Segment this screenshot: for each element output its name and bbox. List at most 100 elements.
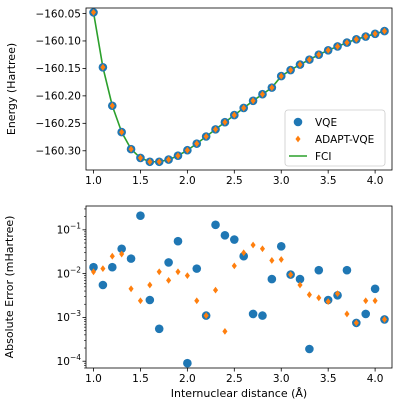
energy-adapt-point [363,33,369,40]
legend-label: FCI [315,151,331,163]
energy-frame [85,7,393,171]
error-x-tick-label: 1.0 [85,373,102,385]
error-adapt-point [100,265,106,273]
energy-adapt-point [316,51,322,59]
error-y-tick-label: 10−4 [57,353,82,368]
energy-adapt-point [259,90,266,98]
energy-y-axis-label: Energy (Hartree) [5,43,18,135]
legend-box [284,109,386,167]
energy-adapt-point [119,128,125,136]
error-vqe-point [258,311,267,320]
error-adapt-point [372,297,378,305]
error-y-axis-label: Absolute Error (mHartree) [3,216,16,359]
error-vqe-point [295,274,305,284]
energy-adapt-point [90,8,97,16]
error-x-tick-label: 1.5 [132,373,149,385]
energy-adapt-point [184,146,190,154]
error-vqe-point [183,358,192,368]
error-vqe-point [164,258,173,267]
energy-y-tick-label: −160.30 [35,146,81,158]
energy-x-tick-label: 1.5 [132,175,149,187]
legend: VQE ADAPT-VQE FCI [284,109,386,167]
error-vqe-point [314,265,324,275]
error-panel: 1.0 1.5 2.0 2.5 3.0 3.5 4.0 10−4 10−3 10−2 10−1 Abs… [3,205,393,400]
energy-adapt-point [100,63,106,71]
error-vqe-point [220,230,230,240]
energy-y-tick-label: −160.05 [35,8,81,20]
error-x-tick-label: 2.0 [179,373,196,385]
energy-x-tick-label: 4.0 [367,175,384,187]
error-adapt-point [353,319,359,327]
energy-x-tick-label: 3.5 [320,175,337,187]
error-x-tick-label: 4.0 [367,373,384,385]
energy-adapt-point [203,133,209,140]
energy-adapt-point [128,145,134,153]
error-adapt-point [184,272,190,280]
error-adapt-point [381,316,388,323]
energy-adapt-point [222,118,228,126]
error-vqe-point [370,284,380,294]
error-vqe-point [117,244,126,254]
error-vqe-point [248,309,258,319]
legend-label: ADAPT-VQE [315,134,374,146]
error-vqe-point [267,274,277,284]
energy-y-tick-label: −160.15 [35,63,81,75]
energy-y-tick-label: −160.10 [35,36,81,48]
error-adapt-point [306,291,312,299]
energy-adapt-point [241,104,247,112]
energy-adapt-point [353,35,359,43]
energy-adapt-point [156,158,162,166]
energy-adapt-point [269,84,275,92]
error-y-tick-label: 10−3 [57,309,82,324]
energy-adapt-point [288,66,294,74]
error-adapt-point [269,257,275,264]
error-vqe-point [126,254,136,263]
error-y-tick-label: 10−2 [57,265,82,280]
energy-adapt-point [212,125,219,133]
error-x-tick-label: 2.5 [226,373,243,385]
error-vqe-point [107,262,117,272]
energy-y-tick-label: −160.25 [35,118,81,130]
energy-adapt-point [297,61,303,68]
error-vqe-point [89,262,98,272]
legend-label: VQE [315,117,337,129]
error-vqe-point [211,220,220,230]
energy-panel: 1.0 1.5 2.0 2.5 3.0 3.5 4.0 −160.05 −160.10 −160.… [5,7,393,187]
energy-adapt-point [278,72,284,80]
error-adapt-point [212,286,219,294]
energy-adapt-point [109,102,115,110]
error-vqe-point [154,324,164,334]
error-y-tick-label: 10−1 [57,222,82,237]
energy-adapt-point [194,140,200,148]
energy-adapt-point [250,97,256,105]
error-adapt-point [231,262,237,270]
error-vqe-point [239,251,248,261]
error-vqe-point [98,280,108,290]
error-vqe-point [276,242,286,251]
error-vqe-point [136,211,145,221]
error-adapt-point [344,310,350,318]
error-adapt-point [297,281,303,289]
error-vqe-point [145,295,155,305]
error-adapt-point [147,281,153,289]
error-x-axis-label: Internuclear distance (Å) [171,387,307,400]
legend-adapt-marker [295,135,301,143]
energy-adapt-point [137,154,143,162]
error-adapt-point [166,277,172,284]
energy-x-tick-label: 3.0 [273,175,290,187]
error-adapt-point [316,294,322,302]
error-x-tick-label: 3.0 [273,373,290,385]
error-adapt-point [241,249,247,257]
error-adapt-point [325,298,331,305]
legend-vqe-marker [293,117,303,127]
error-vqe-point [361,309,371,319]
energy-adapt-point [381,27,388,35]
energy-x-tick-label: 2.5 [226,175,243,187]
error-adapt-point [222,327,228,335]
energy-adapt-point [306,56,312,64]
error-adapt-point [363,297,369,305]
error-adapt-point [128,285,134,293]
error-vqe-point [192,264,202,273]
error-adapt-point [278,256,284,263]
